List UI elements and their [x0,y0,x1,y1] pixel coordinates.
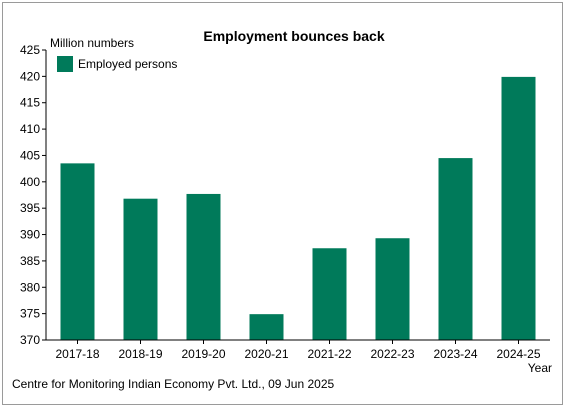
legend-label: Employed persons [78,57,177,71]
bar-2024-25 [501,76,536,341]
bar-2018-19 [123,198,158,340]
x-tick-label: 2018-19 [118,347,162,361]
y-axis-label: Million numbers [50,36,134,50]
x-tick-label: 2017-18 [55,347,99,361]
y-tick-label: 390 [20,228,40,242]
y-tick-label: 380 [20,280,40,294]
bar-2017-18 [60,163,95,340]
y-tick-label: 370 [20,333,40,347]
source-note: Centre for Monitoring Indian Economy Pvt… [12,377,335,391]
y-tick-label: 405 [20,148,40,162]
y-axis-ticks: 370 375 380 385 390 395 400 405 410 415 420 425 [20,43,46,347]
y-tick-label: 400 [20,175,40,189]
y-tick-label: 410 [20,122,40,136]
y-tick-label: 420 [20,69,40,83]
x-tick-label: 2021-22 [307,347,351,361]
y-tick-label: 395 [20,201,40,215]
y-tick-label: 375 [20,307,40,321]
y-tick-label: 385 [20,254,40,268]
x-tick-label: 2019-20 [181,347,225,361]
x-tick-label: 2020-21 [244,347,288,361]
y-tick-label: 415 [20,96,40,110]
bar-2022-23 [375,238,410,340]
bar-2021-22 [312,248,347,340]
bar-2023-24 [438,158,473,340]
legend-swatch [57,56,73,72]
x-tick-label: 2024-25 [496,347,540,361]
bar-2019-20 [186,193,221,340]
bar-2020-21 [249,314,284,340]
y-tick-label: 425 [20,43,40,57]
chart-title: Employment bounces back [203,28,384,44]
x-axis-label: Year [528,361,552,375]
bars-group [60,76,536,341]
legend: Employed persons [57,56,177,72]
x-tick-label: 2022-23 [370,347,414,361]
x-tick-label: 2023-24 [433,347,477,361]
x-axis-tick-labels: 2017-18 2018-19 2019-20 2020-21 2021-22 2022-… [55,340,541,361]
